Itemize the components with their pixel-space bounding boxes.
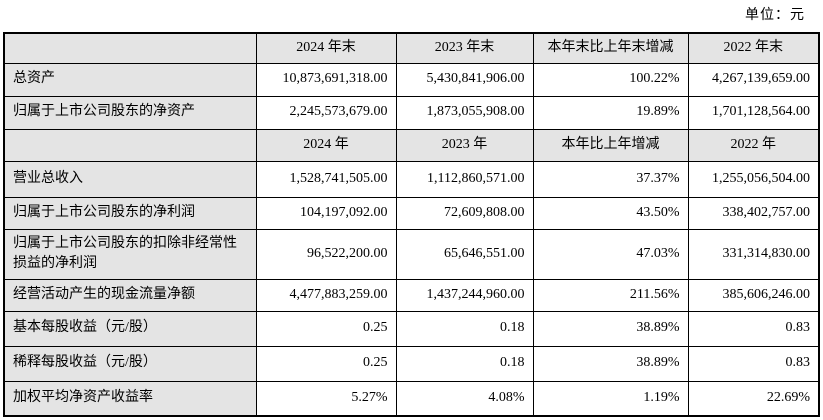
cell-value: 37.37% bbox=[532, 160, 689, 198]
cell-value: 0.18 bbox=[395, 345, 534, 382]
row-label: 加权平均净资产收益率 bbox=[3, 380, 257, 417]
column-header: 2022 年末 bbox=[687, 32, 820, 64]
cell-value: 338,402,757.00 bbox=[687, 196, 820, 230]
cell-value: 1,255,056,504.00 bbox=[687, 160, 820, 198]
cell-value: 96,522,200.00 bbox=[255, 228, 397, 280]
cell-value: 10,873,691,318.00 bbox=[255, 62, 397, 97]
cell-value: 0.18 bbox=[395, 310, 534, 347]
cell-value: 104,197,092.00 bbox=[255, 196, 397, 230]
financial-table: 2024 年末 2023 年末 本年末比上年末增减 2022 年末 总资产 10,873,… bbox=[3, 32, 820, 417]
cell-value: 5,430,841,906.00 bbox=[395, 62, 534, 97]
cell-value: 72,609,808.00 bbox=[395, 196, 534, 230]
cell-value: 38.89% bbox=[532, 345, 689, 382]
row-label: 稀释每股收益（元/股） bbox=[3, 345, 257, 382]
cell-value: 100.22% bbox=[532, 62, 689, 97]
table-row: 基本每股收益（元/股） 0.25 0.18 38.89% 0.83 bbox=[3, 310, 820, 347]
table-row: 营业总收入 1,528,741,505.00 1,112,860,571.00 37.… bbox=[3, 160, 820, 198]
cell-value: 211.56% bbox=[532, 278, 689, 312]
column-header: 2023 年末 bbox=[395, 32, 534, 64]
cell-value: 43.50% bbox=[532, 196, 689, 230]
table-row: 归属于上市公司股东的净资产 2,245,573,679.00 1,873,055,9… bbox=[3, 95, 820, 130]
table-row: 总资产 10,873,691,318.00 5,430,841,906.00 100.… bbox=[3, 62, 820, 97]
row-label: 经营活动产生的现金流量净额 bbox=[3, 278, 257, 312]
cell-value: 0.25 bbox=[255, 345, 397, 382]
column-header: 2024 年 bbox=[255, 128, 397, 162]
row-label: 基本每股收益（元/股） bbox=[3, 310, 257, 347]
header-row: 2024 年末 2023 年末 本年末比上年末增减 2022 年末 bbox=[3, 32, 820, 64]
cell-value: 0.83 bbox=[687, 310, 820, 347]
cell-value: 4,267,139,659.00 bbox=[687, 62, 820, 97]
table-row: 加权平均净资产收益率 5.27% 4.08% 1.19% 22.69% bbox=[3, 380, 820, 417]
cell-value: 1.19% bbox=[532, 380, 689, 417]
cell-value: 38.89% bbox=[532, 310, 689, 347]
header-empty-cell bbox=[3, 128, 257, 162]
financial-table-body: 2024 年末 2023 年末 本年末比上年末增减 2022 年末 总资产 10,873,… bbox=[3, 32, 820, 417]
cell-value: 1,701,128,564.00 bbox=[687, 95, 820, 130]
table-row: 归属于上市公司股东的扣除非经常性损益的净利润 96,522,200.00 65,64… bbox=[3, 228, 820, 280]
table-row: 稀释每股收益（元/股） 0.25 0.18 38.89% 0.83 bbox=[3, 345, 820, 382]
row-label: 归属于上市公司股东的扣除非经常性损益的净利润 bbox=[3, 228, 257, 280]
row-label: 总资产 bbox=[3, 62, 257, 97]
row-label: 归属于上市公司股东的净利润 bbox=[3, 196, 257, 230]
cell-value: 4.08% bbox=[395, 380, 534, 417]
cell-value: 4,477,883,259.00 bbox=[255, 278, 397, 312]
column-header: 2024 年末 bbox=[255, 32, 397, 64]
cell-value: 1,528,741,505.00 bbox=[255, 160, 397, 198]
cell-value: 1,437,244,960.00 bbox=[395, 278, 534, 312]
cell-value: 385,606,246.00 bbox=[687, 278, 820, 312]
cell-value: 0.83 bbox=[687, 345, 820, 382]
row-label: 营业总收入 bbox=[3, 160, 257, 198]
cell-value: 65,646,551.00 bbox=[395, 228, 534, 280]
header-empty-cell bbox=[3, 32, 257, 64]
cell-value: 19.89% bbox=[532, 95, 689, 130]
header-row: 2024 年 2023 年本年比上年增减 2022 年 bbox=[3, 128, 820, 162]
cell-value: 1,112,860,571.00 bbox=[395, 160, 534, 198]
cell-value: 47.03% bbox=[532, 228, 689, 280]
row-label: 归属于上市公司股东的净资产 bbox=[3, 95, 257, 130]
cell-value: 1,873,055,908.00 bbox=[395, 95, 534, 130]
column-header: 本年末比上年末增减 bbox=[532, 32, 689, 64]
cell-value: 331,314,830.00 bbox=[687, 228, 820, 280]
table-row: 归属于上市公司股东的净利润 104,197,092.00 72,609,808.00… bbox=[3, 196, 820, 230]
column-header: 本年比上年增减 bbox=[532, 128, 689, 162]
table-row: 经营活动产生的现金流量净额 4,477,883,259.00 1,437,244,9… bbox=[3, 278, 820, 312]
cell-value: 0.25 bbox=[255, 310, 397, 347]
column-header: 2023 年 bbox=[395, 128, 534, 162]
column-header: 2022 年 bbox=[687, 128, 820, 162]
cell-value: 22.69% bbox=[687, 380, 820, 417]
cell-value: 5.27% bbox=[255, 380, 397, 417]
unit-label: 单位：元 bbox=[745, 8, 805, 23]
cell-value: 2,245,573,679.00 bbox=[255, 95, 397, 130]
